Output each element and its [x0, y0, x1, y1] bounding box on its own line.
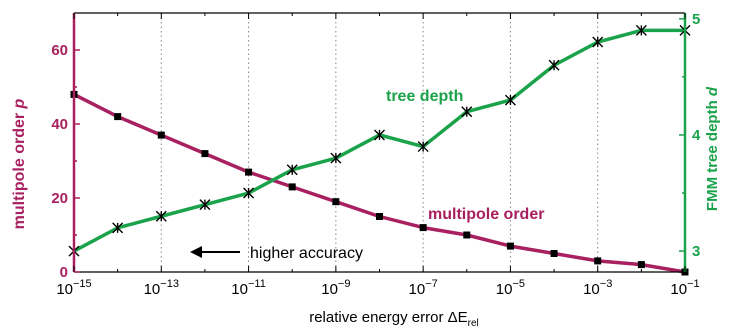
tree-depth-point [155, 210, 167, 222]
x-tick-base: 10 [583, 281, 600, 298]
x-tick-exponent: −1 [687, 278, 700, 290]
x-tick-exponent: −3 [600, 278, 613, 290]
right-tick-label: 3 [692, 243, 700, 260]
multipole-order-point [114, 113, 122, 121]
x-tick-base: 10 [496, 281, 513, 298]
right-y-axis-title-main: FMM tree depth [704, 100, 721, 211]
x-axis-title-main: relative energy error ΔE [309, 309, 467, 326]
x-tick-base: 10 [321, 281, 338, 298]
multipole-order-point [332, 198, 340, 206]
multipole-order-point [201, 150, 209, 158]
x-tick-label: 10−9 [321, 278, 350, 298]
tree-depth-point [504, 94, 516, 106]
multipole-order-point [157, 131, 165, 139]
multipole-order-point [376, 213, 383, 220]
x-tick-base: 10 [231, 281, 248, 298]
x-tick-exponent: −11 [248, 278, 266, 290]
x-tick-label: 10−5 [496, 278, 525, 298]
left-y-axis-title-main: multipole order [11, 113, 28, 229]
multipole-order-point [550, 250, 558, 257]
x-tick-base: 10 [670, 281, 687, 298]
x-tick-label: 10−3 [583, 278, 612, 298]
tree-depth-point [243, 187, 255, 199]
multipole-order-point [506, 242, 514, 250]
multipole-order-point [594, 257, 602, 265]
left-tick-label: 40 [51, 116, 68, 133]
tree-depth-point [548, 59, 560, 71]
x-tick-exponent: −15 [73, 278, 92, 290]
x-tick-exponent: −13 [160, 278, 179, 290]
multipole-order-point [637, 261, 645, 269]
x-tick-exponent: −5 [512, 278, 525, 290]
x-tick-exponent: −7 [425, 278, 438, 290]
right-y-axis-title-variable: d [704, 86, 721, 96]
tree-depth-point [417, 141, 429, 153]
tree-depth-point [374, 129, 385, 141]
multipole-order-series-label: multipole order [428, 206, 544, 223]
multipole-order-point [463, 231, 471, 239]
left-y-axis-title-variable: p [11, 98, 28, 109]
x-tick-base: 10 [409, 281, 426, 298]
x-tick-base: 10 [56, 281, 73, 298]
right-tick-label: 4 [692, 127, 701, 144]
tree-depth-point [592, 36, 604, 48]
x-tick-base: 10 [144, 281, 161, 298]
arrow-left-icon [190, 246, 202, 258]
axes-frame [72, 12, 687, 273]
x-axis-title-subscript: rel [468, 318, 479, 328]
multipole-order-point [419, 224, 427, 232]
x-tick-label: 10−11 [231, 278, 266, 298]
grid-layer [160, 13, 599, 272]
multipole-order-point [245, 168, 253, 176]
multipole-order-line [73, 92, 686, 274]
tree-depth-point [635, 24, 647, 36]
tree-depth-point [199, 199, 211, 211]
left-tick-label: 60 [51, 42, 68, 59]
x-tick-label: 10−13 [144, 278, 179, 298]
x-tick-label: 10−15 [56, 278, 91, 298]
left-tick-label: 0 [60, 264, 68, 281]
left-tick-label: 20 [51, 190, 68, 207]
tree-depth-point [112, 222, 124, 234]
right-tick-label: 5 [692, 11, 700, 28]
left-y-axis-title: multipole order p [11, 98, 28, 229]
x-tick-label: 10−7 [409, 278, 438, 298]
tree-depth-point [330, 152, 342, 164]
tree-depth-point [461, 106, 473, 118]
annotation-text: higher accuracy [250, 245, 363, 262]
multipole-order-point [288, 183, 296, 191]
series-layer [68, 24, 691, 276]
tree-depth-point [286, 164, 298, 176]
tree-depth-series-label: tree depth [386, 88, 463, 105]
right-y-axis-title: FMM tree depth d [704, 86, 721, 211]
tick-layer: 10−15 10−13 10−11 10−9 10−7 10−5 10−3 10−102040… [51, 11, 701, 298]
higher-accuracy-annotation: higher accuracy [190, 245, 363, 262]
x-tick-label: 10−1 [670, 278, 699, 298]
x-tick-exponent: −9 [338, 278, 351, 290]
x-axis-title: relative energy error ΔErel [309, 309, 479, 328]
